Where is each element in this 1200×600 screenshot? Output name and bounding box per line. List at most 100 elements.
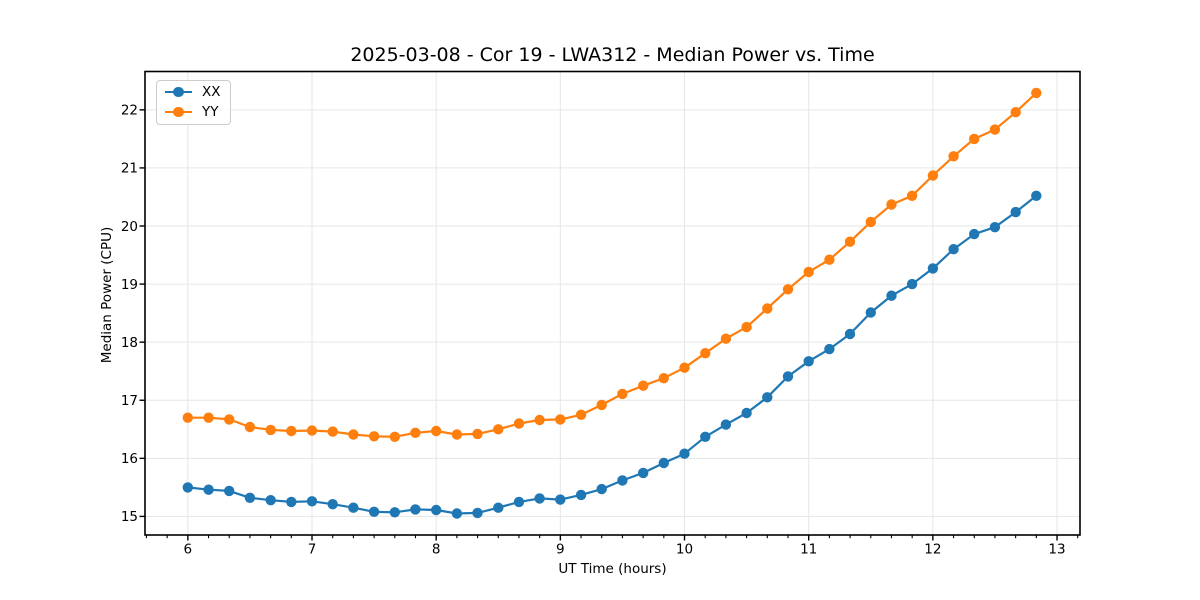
data-point: [617, 388, 628, 400]
data-point: [927, 170, 939, 181]
data-point: [886, 290, 897, 301]
data-point: [306, 496, 318, 507]
data-point: [534, 414, 545, 426]
data-point: [762, 303, 773, 314]
data-point: [658, 457, 669, 469]
data-point: [182, 412, 193, 423]
y-axis-label-text: Median Power (CPU): [99, 226, 115, 364]
y-tick-label: 15: [121, 509, 138, 525]
data-point: [244, 421, 256, 433]
axes-spines: [144, 70, 1081, 536]
data-point: [244, 492, 256, 503]
x-tick-label: 10: [676, 542, 693, 558]
data-point: [679, 362, 690, 373]
data-point: [886, 199, 897, 210]
data-point: [596, 399, 607, 411]
data-point: [265, 424, 276, 436]
data-point: [203, 412, 214, 423]
gridlines: [145, 71, 1080, 535]
data-point: [368, 506, 380, 517]
x-tick-label: 11: [800, 542, 817, 558]
data-point: [969, 228, 980, 240]
data-point: [534, 493, 545, 504]
data-point: [348, 429, 359, 440]
data-point: [741, 407, 752, 419]
data-point: [927, 263, 939, 274]
x-tick-label: 13: [1048, 542, 1065, 558]
data-point: [1010, 107, 1021, 118]
data-point: [472, 428, 483, 440]
data-point: [224, 414, 235, 425]
x-tick-label: 7: [308, 542, 317, 558]
data-point: [348, 502, 359, 513]
data-point: [410, 427, 421, 438]
data-point: [782, 371, 794, 382]
data-point: [203, 484, 214, 495]
data-point: [782, 284, 794, 295]
data-point: [824, 343, 835, 355]
data-point: [700, 348, 711, 359]
y-tick-label: 20: [121, 219, 138, 235]
chart-title: 2025-03-08 - Cor 19 - LWA312 - Median Po…: [350, 44, 875, 66]
data-point: [948, 151, 959, 162]
legend-entry-XX: XX: [165, 85, 221, 99]
y-tick-label: 18: [121, 335, 138, 351]
data-point: [844, 328, 856, 340]
data-point: [865, 307, 876, 318]
legend-label: YY: [202, 104, 219, 120]
series-XX: [182, 190, 1042, 519]
data-point: [451, 508, 463, 519]
data-point: [638, 467, 649, 479]
data-point: [989, 124, 1001, 135]
data-point: [472, 507, 483, 519]
data-point: [493, 502, 504, 513]
data-point: [658, 373, 669, 384]
data-point: [555, 494, 566, 505]
data-point: [1010, 206, 1021, 218]
x-tick-label: 6: [184, 542, 193, 558]
data-point: [679, 448, 690, 459]
data-point: [389, 507, 400, 518]
legend-line-marker-icon: [165, 85, 192, 99]
x-tick-label: 12: [924, 542, 941, 558]
data-point: [451, 429, 463, 440]
data-point: [575, 489, 587, 501]
data-point: [431, 425, 442, 437]
data-point: [989, 222, 1001, 233]
y-tick-label: 17: [121, 393, 138, 409]
data-point: [327, 426, 338, 437]
x-tick-label: 9: [556, 542, 565, 558]
data-point: [368, 431, 380, 442]
series-line: [186, 194, 1038, 515]
data-point: [803, 356, 814, 367]
data-point: [617, 475, 628, 486]
x-tick-label: 8: [432, 542, 441, 558]
data-point: [410, 504, 421, 515]
y-tick-label: 16: [121, 451, 138, 467]
data-point: [431, 504, 442, 516]
data-point: [720, 333, 732, 344]
data-point: [493, 424, 504, 435]
data-point: [720, 419, 732, 430]
y-tick-label: 22: [121, 103, 138, 119]
data-point: [555, 414, 566, 425]
data-point: [575, 409, 587, 420]
major-ticks: [139, 109, 1058, 541]
data-point: [700, 431, 711, 442]
data-point: [286, 496, 297, 508]
data-point: [306, 425, 318, 436]
y-tick-label: 21: [121, 161, 138, 177]
data-point: [182, 482, 193, 493]
data-point: [948, 244, 959, 255]
data-point: [596, 483, 607, 495]
data-point: [824, 254, 835, 265]
x-axis-label: UT Time (hours): [558, 561, 667, 577]
data-point: [389, 431, 400, 442]
data-point: [513, 418, 525, 429]
series-line: [186, 91, 1038, 438]
data-point: [906, 190, 918, 201]
data-point: [762, 392, 773, 403]
data-point: [224, 485, 235, 497]
